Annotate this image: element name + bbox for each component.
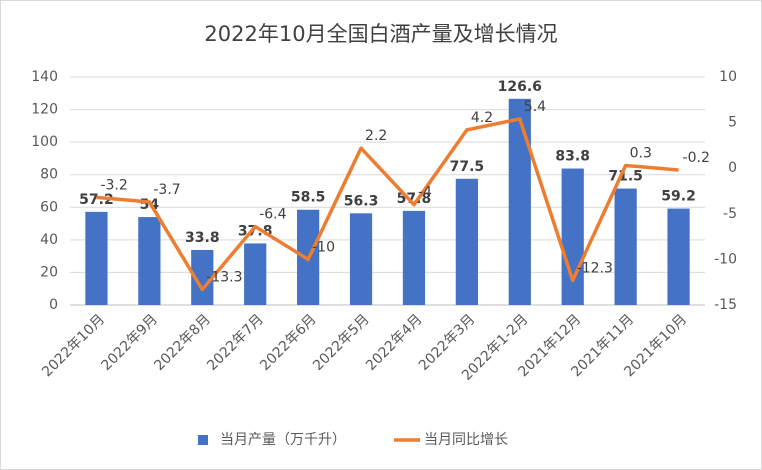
line-value-label: -12.3 [577, 260, 613, 276]
y-tick-label: 0 [49, 297, 58, 313]
bar [85, 211, 108, 305]
bar-value-label: 83.8 [555, 149, 590, 165]
legend-swatch [198, 435, 208, 445]
bar-value-label: 77.5 [450, 159, 485, 175]
line-value-label: -10 [312, 239, 335, 255]
y-tick-label: 40 [40, 232, 58, 248]
line-value-label: -3.7 [153, 182, 180, 198]
bar [667, 208, 690, 305]
y-tick-label: 20 [40, 264, 58, 280]
bar [349, 213, 373, 305]
bar [561, 168, 584, 305]
legend-label: 当月同比增长 [424, 432, 508, 448]
y2-tick-label: 10 [719, 69, 737, 85]
line-value-label: -0.2 [683, 150, 710, 166]
y2-tick-label: -15 [714, 297, 737, 313]
bar-value-label: 59.2 [661, 189, 696, 205]
line-value-label: -6.4 [259, 207, 286, 223]
bar-value-label: 71.5 [608, 169, 643, 185]
bar-value-label: 57.2 [79, 192, 114, 208]
y2-tick-label: -10 [714, 251, 737, 267]
bar [508, 98, 531, 305]
bar-value-label: 126.6 [498, 79, 542, 95]
bar-value-label: 56.3 [344, 193, 379, 209]
legend-label: 当月产量（万千升） [220, 432, 346, 448]
bar [614, 188, 637, 305]
line-value-label: -3.2 [100, 177, 127, 193]
bar-value-label: 33.8 [185, 230, 220, 246]
y-tick-label: 80 [40, 167, 58, 183]
line-value-label: 4.2 [471, 110, 493, 126]
y-tick-label: 60 [40, 199, 58, 215]
bar [455, 178, 478, 305]
bar [191, 249, 214, 305]
y2-tick-label: 0 [728, 160, 737, 176]
line-value-label: 0.3 [630, 145, 652, 161]
y2-tick-label: 5 [728, 115, 737, 131]
chart-title: 2022年10月全国白酒产量及增长情况 [204, 22, 557, 46]
line-value-label: 5.4 [524, 99, 546, 115]
line-value-label: -4 [418, 185, 432, 201]
y2-tick-label: -5 [723, 206, 737, 222]
bar [402, 210, 426, 305]
y-tick-label: 100 [31, 134, 58, 150]
bar [138, 217, 161, 305]
line [96, 117, 679, 292]
line-value-label: -13.3 [206, 269, 242, 285]
y-tick-label: 140 [31, 69, 58, 85]
bar [244, 243, 267, 305]
y-tick-label: 120 [31, 102, 58, 118]
bar-value-label: 58.5 [291, 190, 326, 206]
line-value-label: 2.2 [365, 128, 387, 144]
